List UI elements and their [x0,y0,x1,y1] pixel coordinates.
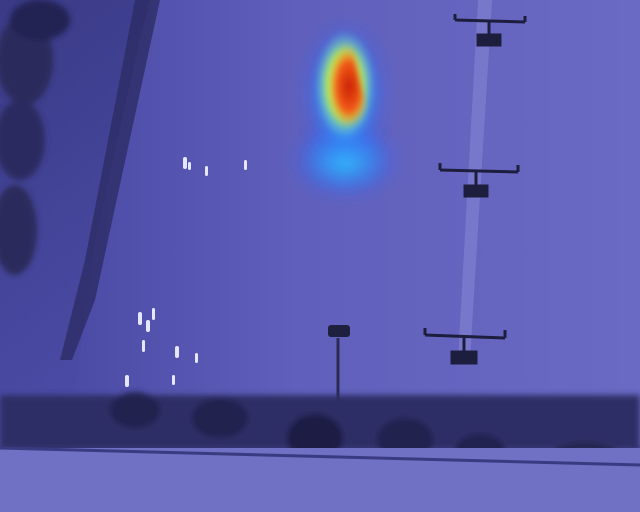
left-trees [0,0,70,275]
light-fixture-bottom [423,328,507,365]
light-fixture-middle [438,163,520,198]
fence-line [60,0,160,360]
road-strip [0,448,640,512]
heatmap-hotspot [290,20,400,200]
people-specks [125,157,247,387]
field-surface [70,0,640,445]
light-fixture-top [453,14,527,47]
